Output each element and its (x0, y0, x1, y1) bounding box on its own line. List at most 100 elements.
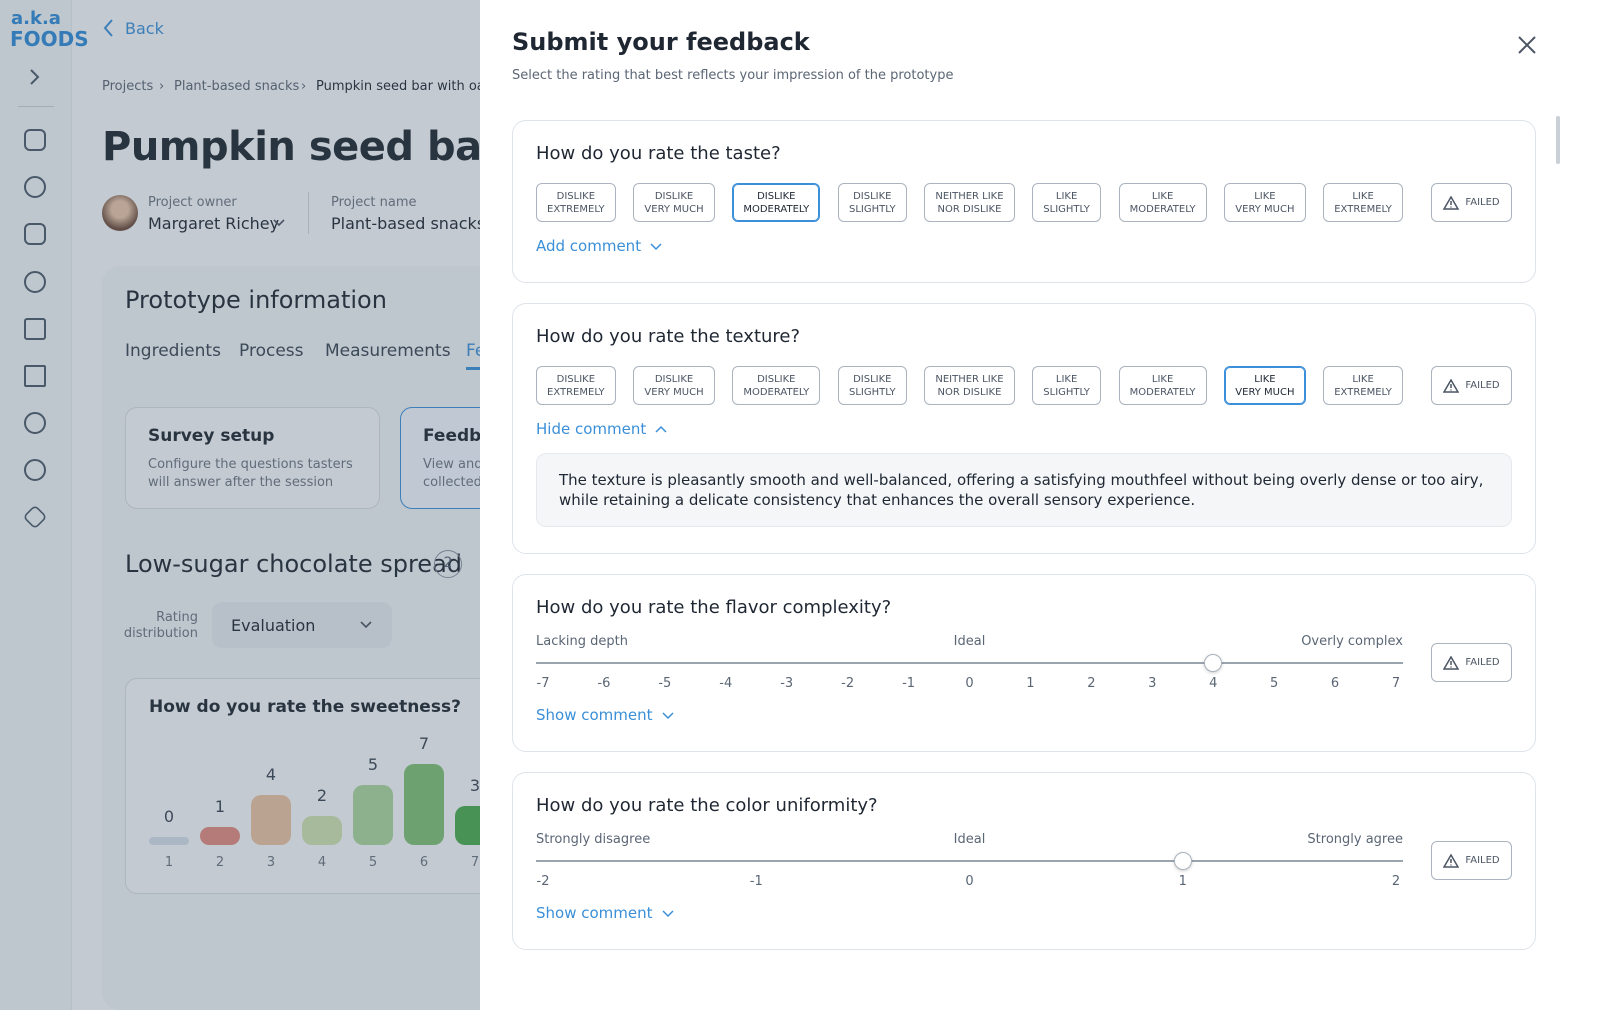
slider-tick: 0 (965, 676, 974, 691)
rating-option-selected[interactable]: LIKE VERY MUCH (1224, 366, 1306, 405)
bar (353, 784, 393, 845)
expand-icon[interactable] (27, 68, 43, 86)
slider-tick: 3 (1148, 676, 1157, 691)
slider-tick: 7 (1391, 676, 1401, 691)
warning-icon (1443, 378, 1460, 393)
select-chevron[interactable] (359, 620, 373, 630)
slider-tick: 2 (1087, 676, 1096, 691)
failed-button[interactable]: FAILED (1431, 366, 1512, 405)
owner-value[interactable]: Margaret Richey (148, 214, 280, 233)
slider-tick: 1 (1178, 874, 1187, 889)
option-line: DISLIKE (556, 373, 596, 385)
divider (18, 106, 54, 107)
nav-users[interactable] (24, 412, 46, 434)
bar-category: 1 (164, 855, 174, 870)
rating-option[interactable]: DISLIKE EXTREMELY (536, 183, 616, 222)
nav-network[interactable] (24, 176, 46, 198)
failed-button[interactable]: FAILED (1431, 841, 1512, 880)
failed-label: FAILED (1465, 380, 1500, 391)
breadcrumb[interactable]: Projects (102, 79, 154, 94)
rating-option[interactable]: DISLIKE MODERATELY (732, 366, 821, 405)
slider-tick: 0 (965, 874, 974, 889)
nav-grid[interactable] (24, 318, 46, 340)
nav-analytics[interactable] (24, 459, 46, 481)
back-link[interactable]: Back (125, 19, 164, 38)
tab[interactable]: Ingredients (125, 341, 221, 361)
rating-option[interactable]: DISLIKE EXTREMELY (536, 366, 616, 405)
comment-toggle[interactable]: Hide comment (536, 419, 668, 439)
rating-option[interactable]: LIKE MODERATELY (1118, 183, 1207, 222)
icon-path (661, 711, 674, 719)
option-line: MODERATELY (743, 386, 810, 398)
bar-category: 4 (317, 855, 327, 870)
option-line: EXTREMELY (1334, 203, 1392, 215)
close-button[interactable] (1517, 35, 1537, 55)
comment-toggle-label: Show comment (536, 904, 653, 922)
question-card: How do you rate the flavor complexity? FA… (512, 574, 1536, 752)
rating-option[interactable]: DISLIKE VERY MUCH (633, 183, 715, 222)
rating-option-selected[interactable]: DISLIKE MODERATELY (732, 183, 821, 222)
slider-thumb[interactable] (1204, 654, 1223, 672)
nav-recipes[interactable] (24, 223, 46, 245)
icon-path (1443, 195, 1460, 210)
rating-option[interactable]: LIKE SLIGHTLY (1032, 183, 1101, 222)
rating-option[interactable]: DISLIKE SLIGHTLY (838, 366, 907, 405)
tab[interactable]: Process (239, 341, 304, 361)
scale-label-mid: Ideal (953, 634, 986, 649)
option-line: DISLIKE (556, 190, 596, 202)
option-line: DISLIKE (853, 373, 892, 385)
slider-tick: -5 (658, 676, 672, 691)
comment-toggle[interactable]: Show comment (536, 903, 675, 923)
slider-tick: 1 (1026, 676, 1035, 691)
card-description: Configure the questions tasters will ans… (148, 457, 353, 490)
back-icon[interactable] (102, 18, 116, 38)
rating-option[interactable]: DISLIKE SLIGHTLY (838, 183, 907, 222)
logo-top: a.k.a (11, 8, 61, 29)
bar-value: 4 (265, 765, 277, 784)
nav-book[interactable] (24, 365, 46, 387)
bar (251, 795, 291, 845)
option-line: VERY MUCH (1235, 203, 1295, 215)
nav-tests[interactable] (24, 271, 46, 293)
comment-toggle[interactable]: Add comment (536, 236, 663, 256)
nav-home[interactable] (24, 129, 46, 151)
warning-icon (1443, 655, 1460, 670)
icon-path (1443, 853, 1460, 868)
rating-option[interactable]: DISLIKE VERY MUCH (633, 366, 715, 405)
slider: Lacking depth Ideal Overly complex -7 -6 -5 -4… (536, 633, 1403, 695)
question-title: How do you rate the color uniformity? (536, 795, 878, 816)
scale-label-left: Lacking depth (536, 634, 628, 649)
option-line: NOR DISLIKE (937, 203, 1002, 215)
slider-tick: 6 (1330, 676, 1340, 691)
breadcrumb[interactable]: Plant-based snacks (174, 79, 300, 94)
rating-option[interactable]: LIKE VERY MUCH (1224, 183, 1306, 222)
option-line: LIKE (1352, 373, 1374, 385)
survey-card[interactable]: Survey setup Configure the questions tas… (125, 407, 380, 509)
bar-category: 7 (470, 855, 480, 870)
owner-chevron[interactable] (272, 218, 286, 228)
select[interactable] (212, 602, 392, 648)
scale-label-right: Strongly agree (1307, 832, 1403, 847)
slider-tick: -3 (780, 676, 794, 691)
overlay[interactable] (0, 0, 480, 1010)
bar (302, 816, 342, 845)
failed-button[interactable]: FAILED (1431, 643, 1512, 682)
option-line: LIKE (1254, 190, 1276, 202)
failed-label: FAILED (1465, 197, 1500, 208)
rating-option[interactable]: NEITHER LIKE NOR DISLIKE (924, 183, 1015, 222)
rating-option[interactable]: NEITHER LIKE NOR DISLIKE (924, 366, 1015, 405)
bar-value: 7 (418, 733, 430, 753)
comment-toggle[interactable]: Show comment (536, 705, 675, 725)
slider-thumb[interactable] (1173, 852, 1192, 870)
rating-option[interactable]: LIKE MODERATELY (1118, 366, 1207, 405)
tab[interactable]: Measurements (325, 341, 451, 361)
rating-option[interactable]: LIKE SLIGHTLY (1032, 366, 1101, 405)
chevron (650, 242, 662, 250)
bar-value: 0 (163, 807, 175, 826)
rating-option[interactable]: LIKE EXTREMELY (1323, 183, 1403, 222)
question-list: How do you rate the taste? FAILED DISLIKE E… (512, 120, 1536, 950)
failed-button[interactable]: FAILED (1431, 183, 1512, 222)
rating-option[interactable]: LIKE EXTREMELY (1323, 366, 1403, 405)
slider-track (536, 662, 1403, 664)
